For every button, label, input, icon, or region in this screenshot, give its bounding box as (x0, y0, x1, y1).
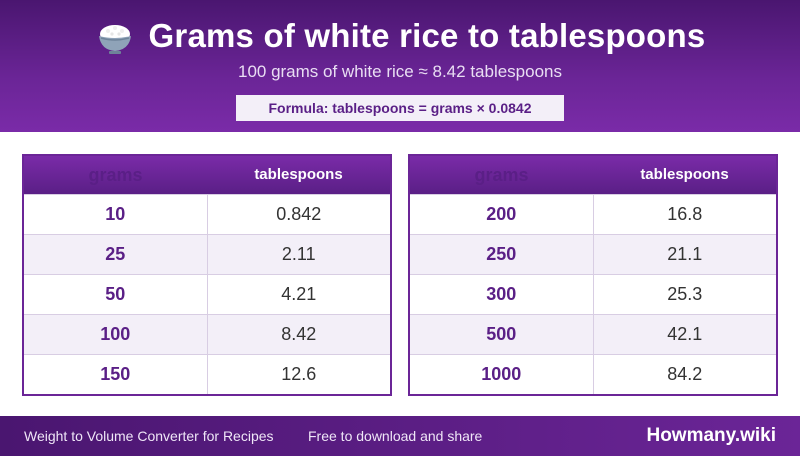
grams-cell: 150 (24, 355, 208, 394)
tablespoons-cell: 21.1 (667, 244, 703, 264)
column-header-tablespoons: tablespoons (640, 166, 729, 183)
subtitle: 100 grams of white rice ≈ 8.42 tablespoo… (237, 62, 562, 81)
tablespoons-cell: 42.1 (667, 324, 703, 344)
tablespoons-cell: 25.3 (667, 284, 703, 304)
page-title: Grams of white rice to tablespoons (148, 17, 706, 54)
brand-link[interactable]: Howmany.wiki (646, 425, 776, 446)
column-header-grams: grams (474, 165, 529, 185)
rice-bowl-icon (95, 16, 135, 56)
header-banner: Grams of white rice to tablespoons 100 g… (0, 0, 800, 132)
table-row: 10 0.842 (24, 194, 390, 234)
table-row: 100 8.42 (24, 314, 390, 354)
footer-middle-text: Free to download and share (308, 428, 483, 444)
tablespoons-cell: 84.2 (667, 364, 703, 384)
footer-bar: Weight to Volume Converter for Recipes F… (0, 416, 800, 456)
table-header: grams tablespoons (24, 156, 390, 194)
grams-cell: 250 (410, 235, 594, 274)
tablespoons-cell: 2.11 (281, 244, 316, 264)
tablespoons-cell: 4.21 (281, 284, 317, 304)
conversion-table-left: grams tablespoons 10 0.842 25 2.11 50 4.… (22, 154, 392, 396)
tablespoons-cell: 12.6 (281, 364, 317, 384)
table-header: grams tablespoons (410, 156, 776, 194)
tablespoons-cell: 8.42 (281, 324, 317, 344)
conversion-table-right: grams tablespoons 200 16.8 250 21.1 300 … (408, 154, 778, 396)
table-row: 25 2.11 (24, 234, 390, 274)
formula-box: Formula: tablespoons = grams × 0.0842 (236, 95, 564, 121)
column-header-tablespoons: tablespoons (254, 166, 343, 183)
title-row: Grams of white rice to tablespoons (0, 14, 800, 58)
column-header-grams: grams (88, 165, 143, 185)
grams-cell: 500 (410, 315, 594, 354)
tablespoons-cell: 16.8 (667, 204, 703, 224)
table-row: 200 16.8 (410, 194, 776, 234)
footer-left-text: Weight to Volume Converter for Recipes (24, 428, 274, 444)
grams-cell: 300 (410, 275, 594, 314)
grams-cell: 10 (24, 195, 208, 234)
grams-cell: 200 (410, 195, 594, 234)
grams-cell: 1000 (410, 355, 594, 394)
grams-cell: 100 (24, 315, 208, 354)
table-row: 1000 84.2 (410, 354, 776, 394)
table-row: 300 25.3 (410, 274, 776, 314)
table-row: 250 21.1 (410, 234, 776, 274)
table-row: 500 42.1 (410, 314, 776, 354)
table-row: 150 12.6 (24, 354, 390, 394)
grams-cell: 50 (24, 275, 208, 314)
grams-cell: 25 (24, 235, 208, 274)
table-row: 50 4.21 (24, 274, 390, 314)
tablespoons-cell: 0.842 (276, 204, 322, 224)
